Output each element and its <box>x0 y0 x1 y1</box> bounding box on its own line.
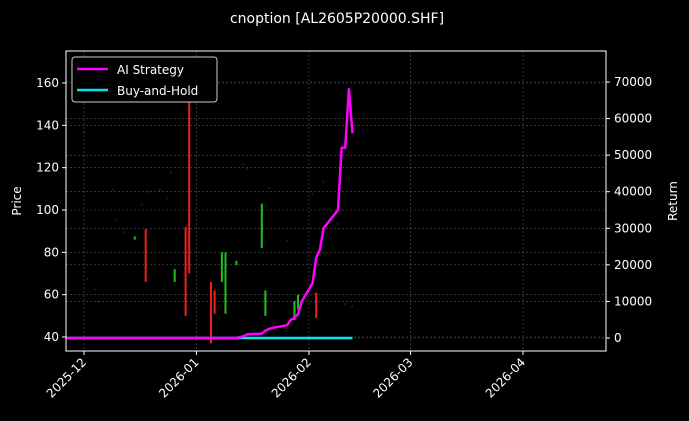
candle <box>293 301 296 321</box>
y-right-tick-label: 40000 <box>614 185 652 199</box>
candle <box>112 188 114 191</box>
candle <box>93 288 96 291</box>
candle <box>322 180 324 183</box>
price-candles <box>83 83 353 344</box>
candle <box>122 231 125 234</box>
candle <box>159 188 161 191</box>
candle <box>144 229 147 282</box>
ai-strategy-line <box>65 88 354 340</box>
candle <box>344 303 346 306</box>
candle <box>220 252 223 282</box>
y-right-tick-label: 50000 <box>614 148 652 162</box>
candle <box>115 218 118 221</box>
candle <box>162 288 165 291</box>
y-axis-left-label: Price <box>10 186 24 215</box>
candle <box>188 83 191 274</box>
candle <box>224 252 227 314</box>
candle <box>213 290 216 314</box>
candle <box>268 186 270 189</box>
candle <box>315 292 318 318</box>
candle <box>246 167 248 170</box>
y-left-tick-label: 140 <box>36 118 59 132</box>
candle <box>286 239 288 242</box>
y-right-tick-label: 30000 <box>614 221 652 235</box>
y-right-tick-label: 0 <box>614 331 622 345</box>
candle <box>260 203 263 249</box>
candle <box>336 222 339 225</box>
candle <box>311 193 314 196</box>
candle <box>242 163 245 166</box>
candle <box>141 203 143 206</box>
y-left-tick-label: 80 <box>44 245 59 259</box>
y-right-tick-label: 20000 <box>614 258 652 272</box>
candle <box>97 301 100 304</box>
candle <box>235 260 238 266</box>
legend-label-ai-strategy: AI Strategy <box>117 63 184 77</box>
candle <box>166 197 168 200</box>
y-left-tick-label: 40 <box>44 330 59 344</box>
legend-box <box>71 56 218 103</box>
candle <box>297 294 300 310</box>
candle <box>83 131 85 134</box>
y-right-tick-label: 60000 <box>614 112 652 126</box>
y-axis-right-label: Return <box>666 181 680 221</box>
candle <box>148 190 150 194</box>
y-axis-left-ticks: 40 60 80 100 120 140 160 <box>36 76 66 344</box>
plot-frame <box>65 50 607 352</box>
candle <box>264 290 267 316</box>
return-lines <box>65 88 354 340</box>
y-left-tick-label: 160 <box>36 76 59 90</box>
y-left-tick-label: 120 <box>36 161 59 175</box>
y-left-tick-label: 100 <box>36 203 59 217</box>
candle <box>173 269 176 282</box>
y-axis-right-ticks: 0 10000 20000 30000 40000 50000 60000 70000 <box>606 75 652 345</box>
candle <box>86 277 89 280</box>
chart-title: cnoption [AL2605P20000.SHF] <box>230 11 444 27</box>
candle <box>170 171 172 175</box>
y-left-tick-label: 60 <box>44 288 59 302</box>
legend: AI Strategy Buy-and-Hold <box>71 56 218 103</box>
y-right-tick-label: 70000 <box>614 75 652 89</box>
legend-label-buy-and-hold: Buy-and-Hold <box>117 84 198 98</box>
candle <box>184 226 187 316</box>
candle <box>133 236 136 240</box>
candle <box>351 305 353 308</box>
grid-lines <box>66 51 606 351</box>
candle <box>209 281 212 344</box>
y-right-tick-label: 10000 <box>614 294 652 308</box>
